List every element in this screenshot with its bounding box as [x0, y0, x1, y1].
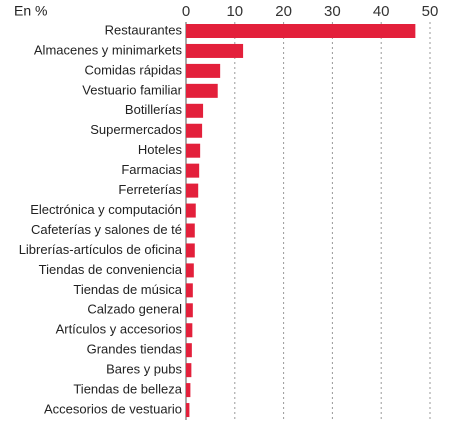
bar [186, 263, 194, 278]
y-tick-label: Librerías-artículos de oficina [19, 242, 183, 257]
y-tick-label: Tiendas de conveniencia [39, 262, 183, 277]
bar [186, 363, 192, 378]
bar [186, 123, 203, 138]
bar [186, 63, 221, 78]
y-tick-label: Supermercados [90, 122, 182, 137]
y-tick-label: Tiendas de música [73, 282, 182, 297]
y-tick-label: Vestuario familiar [82, 82, 182, 97]
bar [186, 323, 193, 338]
y-tick-label: Tiendas de belleza [73, 382, 182, 397]
y-tick-label: Bares y pubs [106, 362, 182, 377]
unit-label: En % [14, 3, 47, 19]
y-tick-label: Calzado general [87, 302, 182, 317]
bar [186, 243, 195, 258]
y-tick-label: Almacenes y minimarkets [34, 42, 183, 57]
bar [186, 203, 196, 218]
y-tick-label: Comidas rápidas [84, 62, 182, 77]
bar [186, 283, 193, 298]
x-tick-label: 40 [373, 3, 390, 20]
y-tick-label: Hoteles [138, 142, 183, 157]
y-tick-label: Restaurantes [105, 22, 183, 37]
y-tick-label: Cafeterías y salones de té [31, 222, 182, 237]
bar [186, 24, 416, 38]
y-tick-label: Botillerías [125, 102, 183, 117]
y-tick-label: Artículos y accesorios [56, 322, 183, 337]
bar [186, 303, 193, 318]
bar [186, 343, 192, 358]
bar [186, 43, 244, 58]
x-tick-label: 20 [275, 3, 292, 20]
x-tick-label: 10 [226, 3, 243, 20]
bar [186, 403, 190, 418]
bar [186, 83, 218, 98]
y-tick-label: Ferreterías [118, 182, 182, 197]
bar [186, 143, 201, 158]
y-tick-label: Electrónica y computación [30, 202, 182, 217]
x-tick-label: 30 [324, 3, 341, 20]
bar [186, 223, 195, 238]
y-tick-label: Farmacias [121, 162, 182, 177]
bar [186, 183, 199, 198]
bar [186, 103, 204, 118]
bar [186, 163, 200, 178]
x-tick-label: 0 [182, 3, 190, 20]
bar [186, 383, 191, 398]
x-tick-label: 50 [422, 3, 439, 20]
y-tick-label: Accesorios de vestuario [44, 401, 182, 416]
y-tick-label: Grandes tiendas [87, 342, 183, 357]
